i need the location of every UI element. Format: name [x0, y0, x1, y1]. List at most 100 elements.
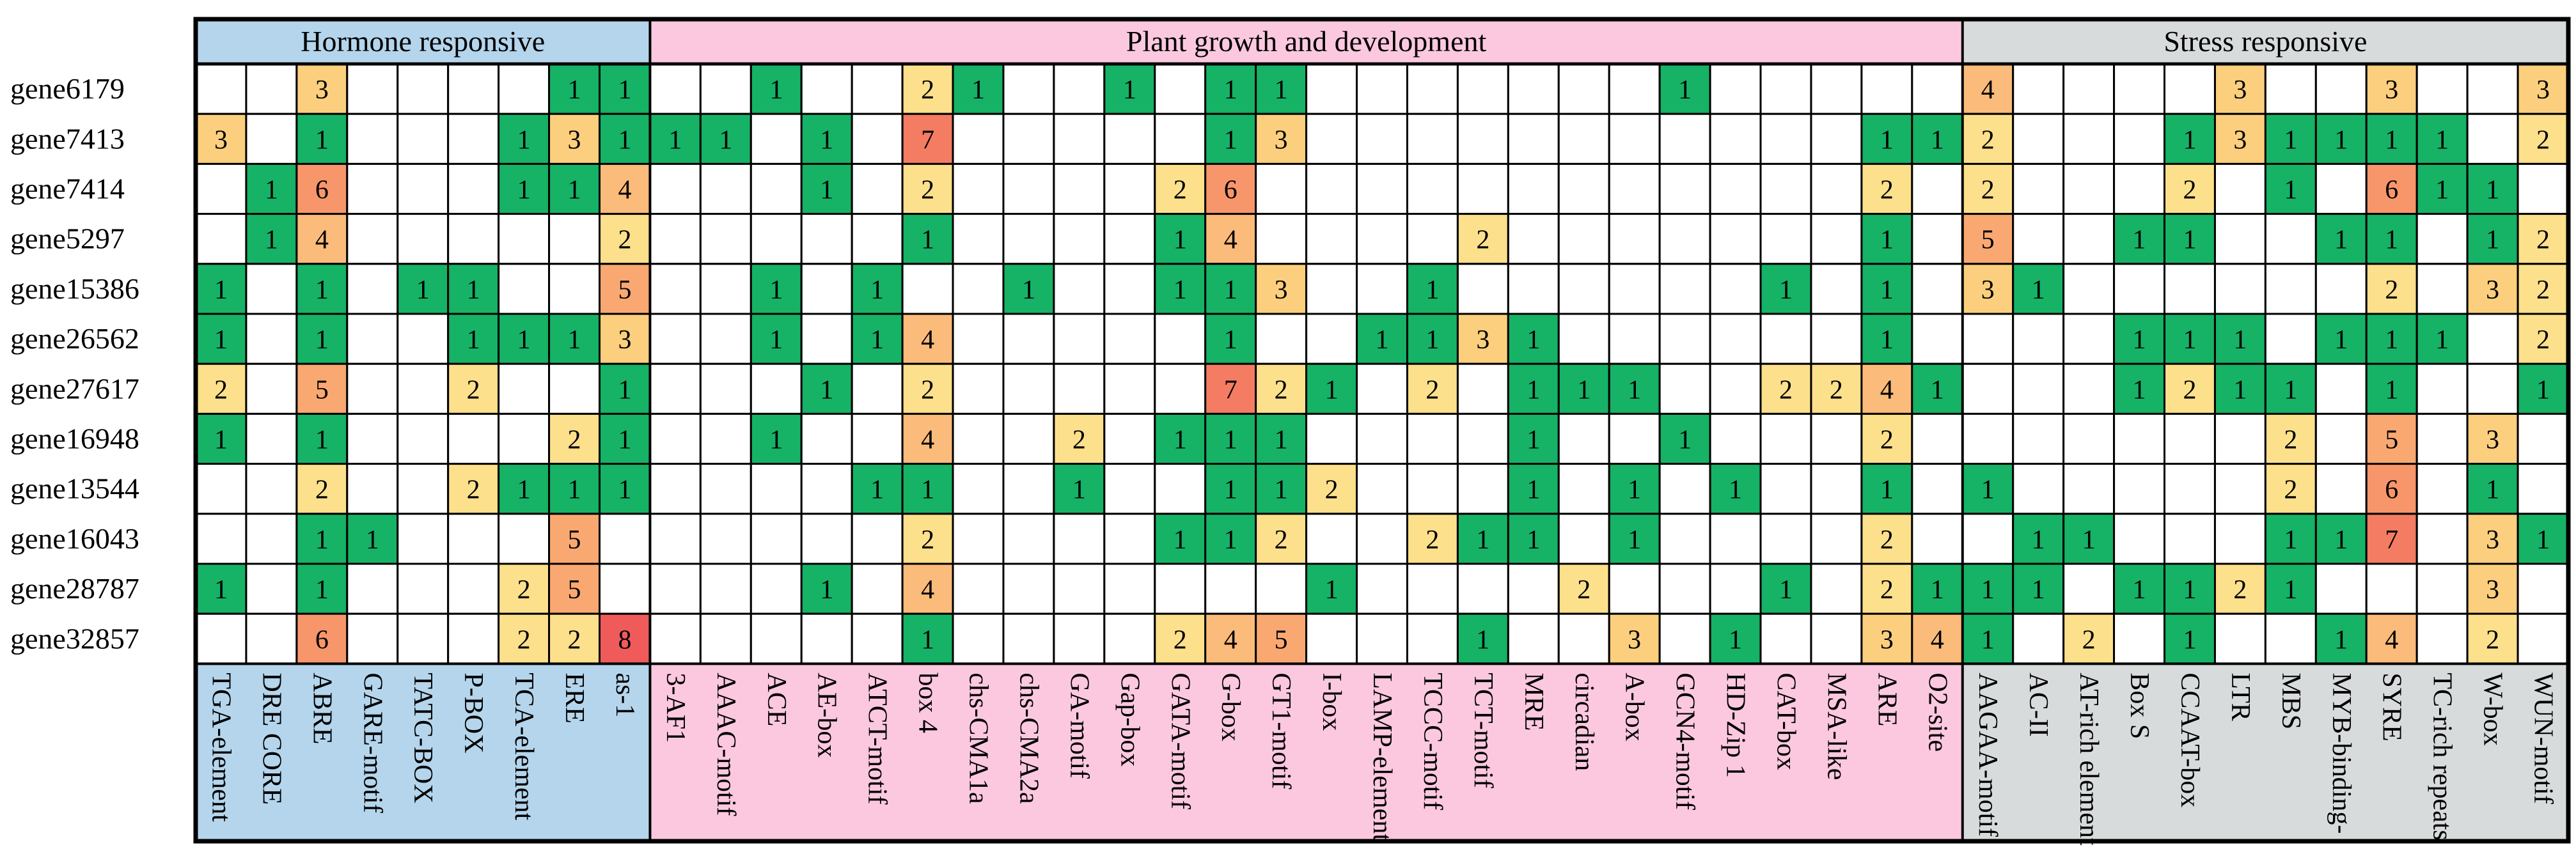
cell-gene7413-a-box	[1608, 113, 1661, 165]
column-label-ae-box: AE-box	[812, 672, 842, 757]
cell-value-label: 1	[2435, 125, 2449, 155]
cell-gene5297-circadian	[1557, 213, 1610, 265]
cell-gene13544-gap-box	[1103, 463, 1156, 515]
cell-gene32857-atct-motif	[851, 612, 904, 665]
cell-gene32857-mbs	[2264, 612, 2317, 665]
cell-gene28787-tc-rich-repeats	[2415, 563, 2469, 615]
cell-value-label: 1	[2133, 575, 2146, 605]
cell-value-label: 3	[2385, 75, 2398, 105]
cell-value-label: 5	[2385, 426, 2398, 455]
cell-gene7413-ac-ii	[2012, 113, 2065, 165]
cell-value-label: 3	[2486, 525, 2499, 555]
cell-value-label: 1	[1072, 476, 1086, 505]
cell-value-label: 1	[1224, 426, 1237, 455]
cell-value-label: 1	[315, 575, 329, 605]
cell-value-label: 1	[2082, 525, 2096, 555]
cell-value-label: 2	[2486, 625, 2499, 655]
cell-gene6179-dre-core	[245, 63, 298, 115]
cell-gene7414-w-box	[2466, 162, 2519, 215]
cell-gene32857-gcn4-motif	[1658, 612, 1711, 665]
cell-gene28787-box-4	[901, 563, 954, 615]
cell-value-label: 3	[2486, 276, 2499, 305]
cell-gene5297-syre	[2365, 213, 2418, 265]
cell-gene7414-tatc-box	[397, 162, 450, 215]
cell-gene15386-cat-box	[1759, 263, 1812, 315]
cell-gene7413-gt1-motif	[1255, 113, 1308, 165]
cell-gene16948-box-s	[2113, 412, 2166, 465]
cell-gene26562-o2-site	[1911, 313, 1964, 365]
cell-gene5297-ltr	[2213, 213, 2266, 265]
cell-gene7414-tct-motif	[1456, 162, 1509, 215]
cell-value-label: 1	[820, 375, 833, 405]
cell-gene5297-hd-zip-1	[1709, 213, 1762, 265]
cell-gene28787-mre	[1507, 563, 1560, 615]
cell-gene6179-mre	[1507, 63, 1560, 115]
cell-gene32857-ace	[750, 612, 803, 665]
cell-gene27617-ga-motif	[1053, 362, 1106, 415]
cell-gene15386-chs-cma1a	[952, 263, 1005, 315]
cell-gene26562-mre	[1507, 313, 1560, 365]
cell-gene15386-tct-motif	[1456, 263, 1509, 315]
cell-gene7413-w-box	[2466, 113, 2519, 165]
cell-gene7414-cat-box	[1759, 162, 1812, 215]
cell-gene6179-chs-cma1a	[952, 63, 1005, 115]
cell-gene16043-p-box	[447, 513, 500, 565]
cell-gene7413-i-box	[1305, 113, 1358, 165]
cell-gene15386-g-box	[1204, 263, 1257, 315]
cell-gene6179-tca-element	[498, 63, 551, 115]
cell-gene7414-ltr	[2213, 162, 2266, 215]
cell-value-label: 1	[2233, 325, 2247, 355]
cell-gene16948-abre	[295, 412, 349, 465]
cell-value-label: 4	[921, 325, 934, 355]
cell-gene15386-o2-site	[1911, 263, 1964, 315]
cell-gene32857-at-rich-element	[2062, 612, 2116, 665]
cell-gene7413-hd-zip-1	[1709, 113, 1762, 165]
cell-gene16043-ace	[750, 513, 803, 565]
cell-value-label: 1	[618, 476, 631, 505]
cell-gene28787-gare-motif	[346, 563, 399, 615]
column-label-o2-site: O2-site	[1922, 672, 1952, 752]
cell-gene7413-ace	[750, 113, 803, 165]
cell-gene15386-gap-box	[1103, 263, 1156, 315]
cell-gene32857-msa-like	[1810, 612, 1863, 665]
cell-gene7413-chs-cma1a	[952, 113, 1005, 165]
cell-gene5297-ere	[548, 213, 601, 265]
cell-gene7413-ga-motif	[1053, 113, 1106, 165]
cell-value-label: 7	[2385, 525, 2398, 555]
cell-gene13544-dre-core	[245, 463, 298, 515]
cell-value-label: 1	[2284, 176, 2297, 205]
cell-gene16948-chs-cma2a	[1002, 412, 1055, 465]
cell-gene7413-gata-motif	[1154, 113, 1207, 165]
cell-gene26562-cat-box	[1759, 313, 1812, 365]
cell-gene6179-tga-element	[194, 63, 247, 115]
cell-gene13544-ga-motif	[1053, 463, 1106, 515]
cell-gene7413-are	[1860, 113, 1913, 165]
cell-gene16043-chs-cma1a	[952, 513, 1005, 565]
cell-gene16948-i-box	[1305, 412, 1358, 465]
cell-gene27617-i-box	[1305, 362, 1358, 415]
column-label-mre: MRE	[1519, 672, 1548, 731]
cell-gene6179-cat-box	[1759, 63, 1812, 115]
cell-gene16043-ac-ii	[2012, 513, 2065, 565]
cell-gene5297-aaac-motif	[699, 213, 752, 265]
cell-gene6179-hd-zip-1	[1709, 63, 1762, 115]
cell-value-label: 2	[1275, 375, 1288, 405]
cell-gene7414-syre	[2365, 162, 2418, 215]
cell-gene15386-dre-core	[245, 263, 298, 315]
cell-value-label: 1	[1779, 276, 1793, 305]
cell-value-label: 2	[1880, 176, 1894, 205]
cell-gene5297-ac-ii	[2012, 213, 2065, 265]
cell-gene26562-chs-cma1a	[952, 313, 1005, 365]
cell-value-label: 1	[2183, 226, 2196, 255]
cell-gene13544-ae-box	[800, 463, 853, 515]
cell-gene6179-gare-motif	[346, 63, 399, 115]
cell-value-label: 6	[315, 625, 329, 655]
cell-gene7414-lamp-element	[1356, 162, 1408, 215]
cell-value-label: 1	[1527, 525, 1540, 555]
cell-gene15386-ace	[750, 263, 803, 315]
column-label-abre: ABRE	[307, 672, 336, 744]
cell-value-label: 3	[1880, 625, 1894, 655]
cell-value-label: 1	[1628, 525, 1641, 555]
cell-gene16043-circadian	[1557, 513, 1610, 565]
